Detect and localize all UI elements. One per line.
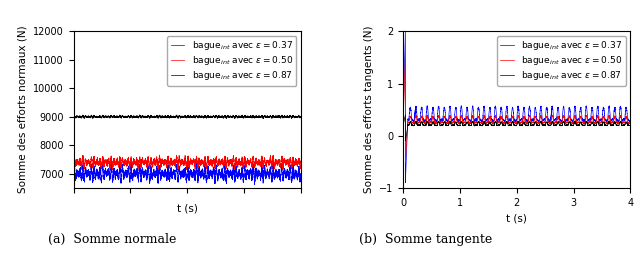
bague$_{int}$ avec $\varepsilon = 0.50$ — [444, 121, 452, 124]
bague$_{int}$ avec $\varepsilon = 0.50$ — [156, 153, 163, 157]
bague$_{int}$ avec $\varepsilon = 0.87$ — [125, 114, 132, 117]
bague$_{int}$ avec $\varepsilon = 0.37$ — [156, 166, 163, 169]
bague$_{int}$ avec $\varepsilon = 0.50$ — [614, 121, 622, 124]
Legend: bague$_{int}$ avec $\varepsilon = 0.37$, bague$_{int}$ avec $\varepsilon = 0.50$: bague$_{int}$ avec $\varepsilon = 0.37$,… — [497, 36, 626, 86]
bague$_{int}$ avec $\varepsilon = 0.37$ — [401, 181, 409, 184]
bague$_{int}$ avec $\varepsilon = 0.50$ — [70, 162, 77, 165]
Text: (a)  Somme normale: (a) Somme normale — [48, 233, 176, 246]
bague$_{int}$ avec $\varepsilon = 0.87$ — [401, 113, 409, 116]
bague$_{int}$ avec $\varepsilon = 0.87$ — [297, 115, 305, 118]
Y-axis label: Somme des efforts normaux (N): Somme des efforts normaux (N) — [17, 26, 28, 193]
bague$_{int}$ avec $\varepsilon = 0.37$ — [124, 175, 131, 178]
bague$_{int}$ avec $\varepsilon = 0.50$ — [627, 121, 634, 124]
bague$_{int}$ avec $\varepsilon = 0.87$ — [409, 123, 417, 127]
bague$_{int}$ avec $\varepsilon = 0.50$ — [413, 117, 420, 121]
bague$_{int}$ avec $\varepsilon = 0.50$ — [172, 161, 179, 164]
bague$_{int}$ avec $\varepsilon = 0.37$ — [70, 171, 77, 175]
bague$_{int}$ avec $\varepsilon = 0.87$ — [172, 115, 179, 118]
bague$_{int}$ avec $\varepsilon = 0.37$ — [125, 168, 132, 171]
bague$_{int}$ avec $\varepsilon = 0.50$ — [156, 158, 163, 161]
X-axis label: t (s): t (s) — [177, 203, 198, 213]
bague$_{int}$ avec $\varepsilon = 0.87$ — [400, 119, 408, 122]
Line: bague$_{int}$ avec $\varepsilon = 0.37$: bague$_{int}$ avec $\varepsilon = 0.37$ — [403, 31, 630, 183]
bague$_{int}$ avec $\varepsilon = 0.50$ — [297, 161, 305, 164]
bague$_{int}$ avec $\varepsilon = 0.87$ — [136, 113, 143, 116]
bague$_{int}$ avec $\varepsilon = 0.87$ — [413, 122, 420, 125]
bague$_{int}$ avec $\varepsilon = 0.37$ — [399, 118, 407, 122]
bague$_{int}$ avec $\varepsilon = 0.37$ — [251, 183, 259, 186]
bague$_{int}$ avec $\varepsilon = 0.37$ — [295, 167, 303, 170]
bague$_{int}$ avec $\varepsilon = 0.37$ — [172, 175, 179, 178]
bague$_{int}$ avec $\varepsilon = 0.87$ — [511, 124, 518, 127]
bague$_{int}$ avec $\varepsilon = 0.87$ — [124, 115, 131, 118]
bague$_{int}$ avec $\varepsilon = 0.37$ — [627, 118, 634, 121]
bague$_{int}$ avec $\varepsilon = 0.87$ — [444, 124, 452, 127]
Line: bague$_{int}$ avec $\varepsilon = 0.87$: bague$_{int}$ avec $\varepsilon = 0.87$ — [74, 115, 301, 118]
Legend: bague$_{int}$ avec $\varepsilon = 0.37$, bague$_{int}$ avec $\varepsilon = 0.50$: bague$_{int}$ avec $\varepsilon = 0.37$,… — [167, 36, 296, 86]
bague$_{int}$ avec $\varepsilon = 0.50$ — [295, 157, 303, 160]
Line: bague$_{int}$ avec $\varepsilon = 0.87$: bague$_{int}$ avec $\varepsilon = 0.87$ — [403, 115, 630, 141]
Line: bague$_{int}$ avec $\varepsilon = 0.50$: bague$_{int}$ avec $\varepsilon = 0.50$ — [74, 155, 301, 170]
bague$_{int}$ avec $\varepsilon = 0.50$ — [124, 161, 131, 164]
bague$_{int}$ avec $\varepsilon = 0.37$ — [401, 30, 409, 33]
bague$_{int}$ avec $\varepsilon = 0.50$ — [123, 162, 131, 165]
Y-axis label: Somme des efforts tangents (N): Somme des efforts tangents (N) — [364, 26, 374, 193]
X-axis label: t (s): t (s) — [506, 213, 527, 223]
bague$_{int}$ avec $\varepsilon = 0.37$ — [409, 118, 417, 122]
bague$_{int}$ avec $\varepsilon = 0.87$ — [401, 139, 409, 143]
bague$_{int}$ avec $\varepsilon = 0.87$ — [399, 124, 407, 127]
Line: bague$_{int}$ avec $\varepsilon = 0.50$: bague$_{int}$ avec $\varepsilon = 0.50$ — [403, 57, 630, 162]
bague$_{int}$ avec $\varepsilon = 0.37$ — [413, 111, 420, 115]
bague$_{int}$ avec $\varepsilon = 0.87$ — [627, 124, 634, 127]
bague$_{int}$ avec $\varepsilon = 0.37$ — [614, 119, 622, 122]
bague$_{int}$ avec $\varepsilon = 0.87$ — [70, 116, 77, 119]
bague$_{int}$ avec $\varepsilon = 0.87$ — [259, 117, 267, 120]
bague$_{int}$ avec $\varepsilon = 0.50$ — [409, 121, 417, 124]
bague$_{int}$ avec $\varepsilon = 0.50$ — [399, 121, 407, 124]
bague$_{int}$ avec $\varepsilon = 0.87$ — [122, 115, 130, 118]
bague$_{int}$ avec $\varepsilon = 0.87$ — [295, 114, 303, 117]
bague$_{int}$ avec $\varepsilon = 0.50$ — [401, 160, 409, 163]
bague$_{int}$ avec $\varepsilon = 0.37$ — [444, 119, 452, 122]
bague$_{int}$ avec $\varepsilon = 0.50$ — [125, 159, 132, 162]
bague$_{int}$ avec $\varepsilon = 0.50$ — [400, 91, 408, 94]
bague$_{int}$ avec $\varepsilon = 0.50$ — [401, 56, 409, 59]
bague$_{int}$ avec $\varepsilon = 0.87$ — [614, 123, 622, 127]
bague$_{int}$ avec $\varepsilon = 0.37$ — [297, 174, 305, 177]
bague$_{int}$ avec $\varepsilon = 0.50$ — [511, 121, 518, 124]
bague$_{int}$ avec $\varepsilon = 0.37$ — [400, 78, 408, 81]
Text: (b)  Somme tangente: (b) Somme tangente — [359, 233, 492, 246]
bague$_{int}$ avec $\varepsilon = 0.87$ — [156, 115, 163, 118]
bague$_{int}$ avec $\varepsilon = 0.37$ — [193, 161, 200, 164]
Line: bague$_{int}$ avec $\varepsilon = 0.37$: bague$_{int}$ avec $\varepsilon = 0.37$ — [74, 163, 301, 185]
bague$_{int}$ avec $\varepsilon = 0.37$ — [511, 118, 518, 121]
bague$_{int}$ avec $\varepsilon = 0.37$ — [122, 173, 130, 176]
bague$_{int}$ avec $\varepsilon = 0.50$ — [109, 169, 116, 172]
